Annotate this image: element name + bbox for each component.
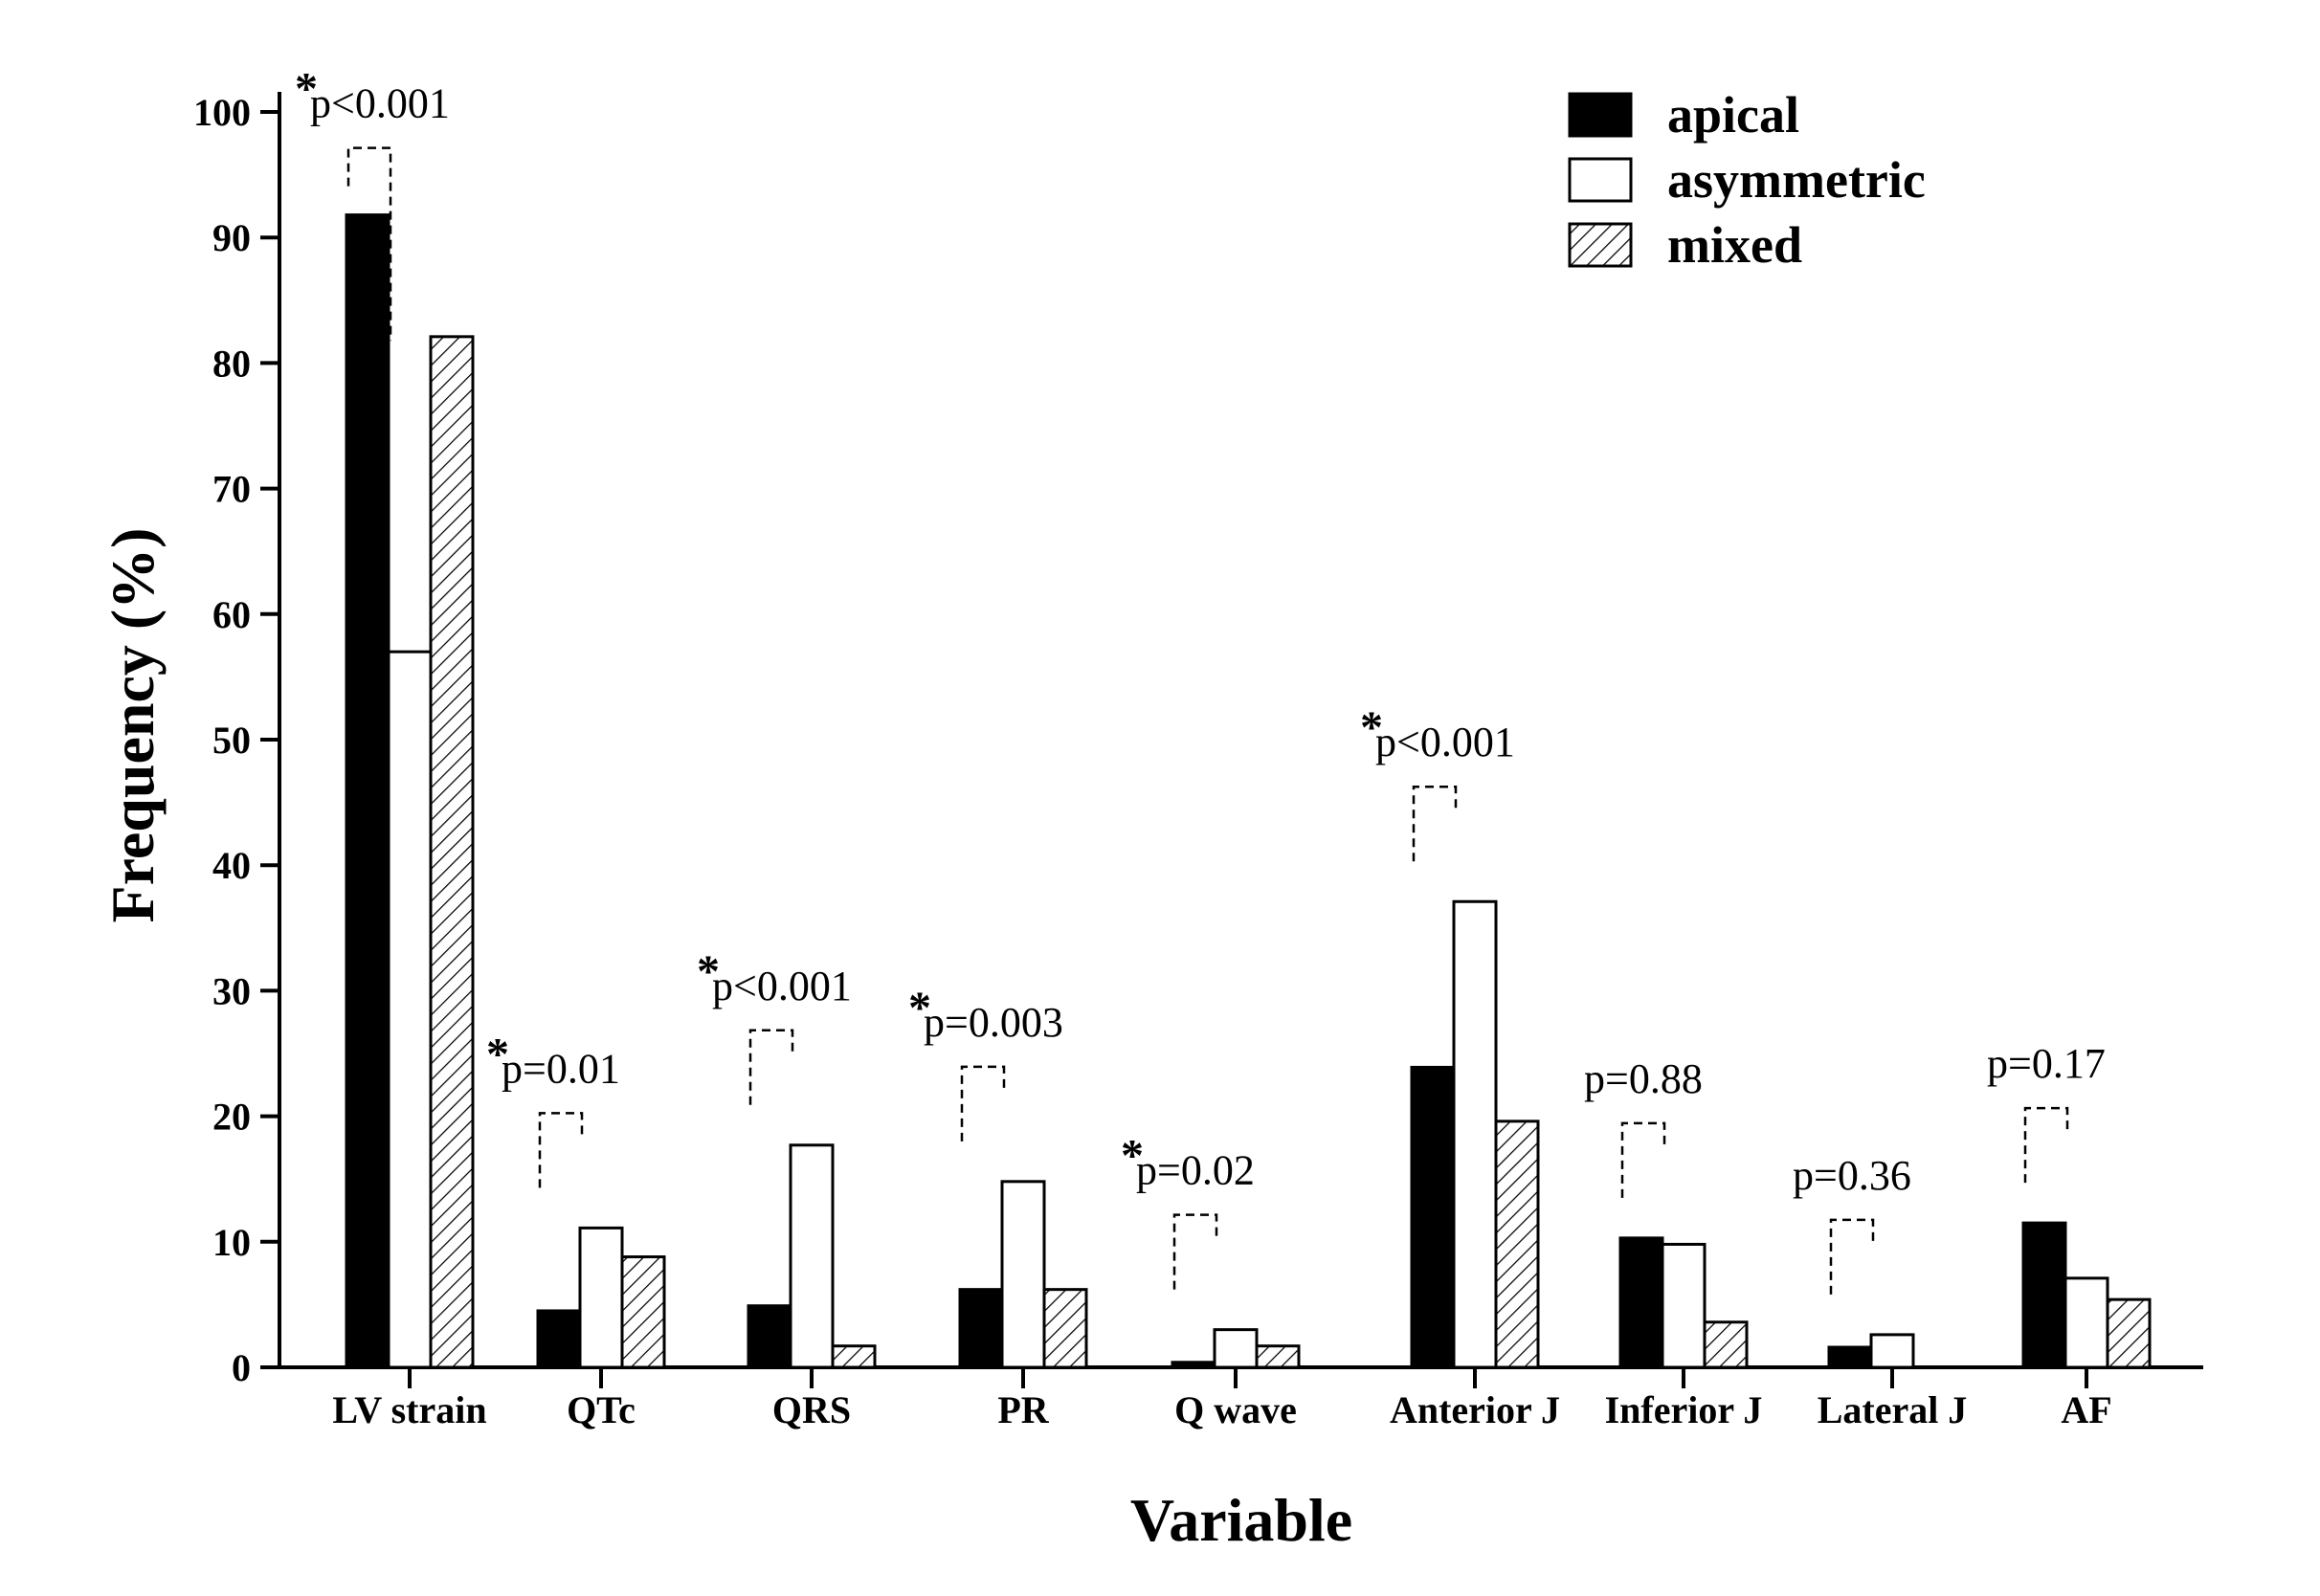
bar-mixed bbox=[1494, 1119, 1540, 1369]
bars bbox=[345, 213, 2152, 1369]
legend-swatch-asymmetric bbox=[1568, 157, 1633, 203]
y-tick-label: 40 bbox=[212, 844, 251, 887]
x-tick-label: LV strain bbox=[332, 1388, 486, 1431]
significance-star: * bbox=[295, 64, 318, 115]
y-tick-label: 30 bbox=[212, 969, 251, 1012]
p-value-label: p=0.36 bbox=[1793, 1152, 1911, 1199]
bar-asymmetric bbox=[1452, 899, 1498, 1369]
significance-star: * bbox=[697, 946, 720, 997]
bar-mixed bbox=[620, 1255, 666, 1369]
x-tick-label: Lateral J bbox=[1818, 1388, 1968, 1431]
x-tick-label: AF bbox=[2061, 1388, 2111, 1431]
bar-apical bbox=[1171, 1361, 1216, 1369]
bar-apical bbox=[1618, 1236, 1664, 1369]
significance-bracket bbox=[1412, 785, 1458, 862]
x-tick-label: PR bbox=[997, 1388, 1049, 1431]
bar-apical bbox=[747, 1304, 792, 1369]
x-tick-label: QTc bbox=[567, 1388, 636, 1431]
annotations: *p<0.001*p=0.01*p<0.001 *p=0.003*p=0.02*p… bbox=[295, 64, 2106, 1295]
y-tick-label: 0 bbox=[232, 1346, 251, 1389]
p-value-label: p=0.88 bbox=[1584, 1055, 1703, 1102]
p-value-label: p<0.001 bbox=[712, 963, 852, 1009]
y-tick-label: 10 bbox=[212, 1221, 251, 1264]
y-tick-label: 80 bbox=[212, 342, 251, 385]
bar-mixed bbox=[429, 335, 475, 1369]
y-tick-label: 60 bbox=[212, 593, 251, 636]
significance-star: * bbox=[486, 1029, 509, 1079]
bar-apical bbox=[345, 213, 390, 1369]
significance-star: * bbox=[1360, 702, 1383, 753]
legend-label-apical: apical bbox=[1667, 86, 1799, 144]
legend: apical asymmetric mixed bbox=[1568, 86, 1926, 274]
bar-apical bbox=[1827, 1345, 1873, 1369]
bar-mixed bbox=[1042, 1288, 1088, 1369]
p-value-label: p=0.17 bbox=[1987, 1040, 2106, 1087]
bar-mixed bbox=[1255, 1344, 1301, 1369]
bar-asymmetric bbox=[1661, 1242, 1707, 1369]
p-value-label: p<0.001 bbox=[310, 80, 450, 127]
significance-bracket bbox=[538, 1112, 584, 1188]
bar-apical bbox=[2021, 1221, 2067, 1369]
bar-asymmetric bbox=[789, 1143, 835, 1369]
legend-label-asymmetric: asymmetric bbox=[1667, 151, 1926, 209]
bar-mixed bbox=[831, 1344, 877, 1369]
significance-bracket bbox=[2023, 1106, 2069, 1184]
bar-asymmetric bbox=[578, 1226, 624, 1369]
bar-apical bbox=[1410, 1065, 1456, 1369]
bar-asymmetric bbox=[1213, 1328, 1259, 1369]
x-axis-title: Variable bbox=[1130, 1486, 1352, 1554]
p-value-label: p=0.01 bbox=[502, 1045, 620, 1092]
axes: 0 10 20 30 40 50 60 70 80 90 100 LV strain QTc QRS PR Q… bbox=[193, 91, 2203, 1431]
significance-bracket bbox=[1620, 1121, 1666, 1198]
p-value-label: p=0.003 bbox=[924, 999, 1063, 1046]
bar-apical bbox=[958, 1288, 1004, 1369]
significance-bracket bbox=[1829, 1218, 1875, 1295]
y-tick-label: 70 bbox=[212, 468, 251, 511]
bar-asymmetric bbox=[1000, 1180, 1046, 1369]
y-axis-title: Frequency (%) bbox=[99, 528, 167, 923]
legend-swatch-mixed bbox=[1568, 222, 1633, 268]
significance-bracket bbox=[960, 1065, 1006, 1142]
x-tick-label: Anterior J bbox=[1390, 1388, 1560, 1431]
significance-star: * bbox=[1121, 1131, 1144, 1182]
significance-bracket bbox=[1172, 1213, 1218, 1290]
bar-asymmetric bbox=[2063, 1276, 2109, 1369]
significance-star: * bbox=[908, 983, 931, 1033]
x-tick-label: QRS bbox=[772, 1388, 851, 1431]
y-tick-label: 90 bbox=[212, 216, 251, 259]
significance-bracket bbox=[748, 1029, 794, 1105]
legend-swatch-apical bbox=[1568, 92, 1633, 138]
significance-bracket bbox=[346, 146, 392, 342]
bar-asymmetric bbox=[1869, 1333, 1915, 1369]
bar-mixed bbox=[1703, 1320, 1749, 1369]
y-tick-label: 20 bbox=[212, 1096, 251, 1139]
x-tick-label: Q wave bbox=[1174, 1388, 1297, 1431]
legend-label-mixed: mixed bbox=[1667, 216, 1802, 274]
bar-mixed bbox=[2106, 1297, 2152, 1369]
y-tick-label: 100 bbox=[193, 91, 251, 134]
y-tick-label: 50 bbox=[212, 719, 251, 762]
x-tick-label: Inferior J bbox=[1605, 1388, 1763, 1431]
bar-asymmetric bbox=[387, 650, 433, 1369]
p-value-label: p<0.001 bbox=[1375, 719, 1515, 765]
p-value-label: p=0.02 bbox=[1136, 1147, 1255, 1194]
bar-apical bbox=[536, 1309, 582, 1369]
